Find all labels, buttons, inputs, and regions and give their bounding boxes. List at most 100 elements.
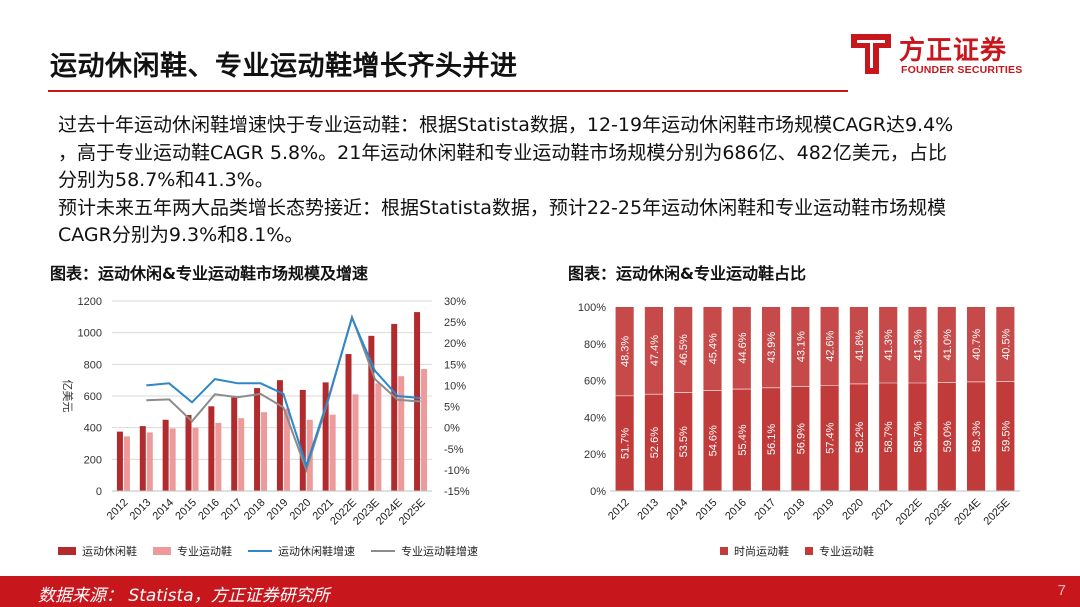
x-tick-label: 2019 (811, 497, 837, 523)
x-tick-label: 2017 (219, 497, 245, 523)
x-tick-label: 2018 (782, 497, 808, 523)
bar-fashion-share (966, 381, 986, 491)
bar-pro-share (761, 307, 781, 388)
bar-fashion-share (908, 382, 927, 491)
data-label-pro: 41.8% (854, 330, 866, 361)
y2-tick-label: 5% (444, 402, 460, 414)
data-label-pro: 46.5% (678, 334, 690, 365)
logo-english-name: FOUNDER SECURITIES (901, 64, 1023, 76)
legend-swatch (248, 550, 272, 552)
legend-label: 运动休闲鞋增速 (278, 545, 355, 558)
data-label-fashion: 56.9% (795, 423, 807, 454)
legend-item-casual-growth: 运动休闲鞋增速 (248, 543, 355, 559)
bar-pro-share (791, 307, 810, 387)
bar-pro-share (849, 307, 869, 384)
legend-swatch (371, 550, 395, 552)
bar-pro (261, 412, 268, 491)
summary-line: ，高于专业运动鞋CAGR 5.8%。21年运动休闲鞋和专业运动鞋市场规模分别为6… (58, 141, 947, 164)
x-tick-label: 2017 (752, 497, 778, 523)
x-tick-label: 2016 (196, 497, 222, 523)
bar-pro-share (820, 307, 839, 386)
summary-line: 过去十年运动休闲鞋增速快于专业运动鞋：根据Statista数据，12-19年运动… (58, 114, 954, 136)
data-label-fashion: 59.5% (1000, 420, 1012, 451)
y2-tick-label: 15% (444, 359, 466, 371)
x-tick-label: 2014 (150, 497, 176, 523)
bar-pro-share (937, 307, 956, 383)
bar-pro (329, 414, 336, 491)
y-tick-label: 1000 (78, 328, 102, 340)
legend-label: 专业运动鞋 (177, 545, 232, 558)
data-label-pro: 40.5% (1000, 328, 1012, 359)
y-tick-label: 600 (84, 391, 102, 403)
bar-pro (123, 436, 130, 491)
bar-casual (185, 415, 192, 491)
y-tick-label: 0% (590, 486, 606, 498)
bar-casual (116, 431, 123, 491)
bar-casual (139, 426, 146, 491)
bar-pro-share (732, 307, 751, 390)
legend-item-pro: 专业运动鞋 (153, 543, 232, 559)
x-tick-label: 2021 (870, 497, 896, 523)
x-tick-label: 2014 (665, 497, 691, 523)
y-tick-label: 0 (96, 486, 102, 498)
line-pro-growth (146, 313, 421, 474)
right-chart-title: 图表：运动休闲&专业运动鞋占比 (568, 264, 806, 283)
data-label-fashion: 51.7% (620, 428, 632, 459)
y-tick-label: 20% (584, 449, 606, 461)
y-tick-label: 100% (578, 302, 606, 314)
bar-fashion-share (732, 389, 751, 491)
founder-logo-icon (851, 34, 891, 74)
bar-pro-share (879, 307, 898, 383)
bar-pro (146, 432, 153, 491)
bar-pro (398, 376, 405, 491)
bar-fashion-share (820, 385, 839, 491)
legend-item-pro-share: 专业运动鞋 (805, 543, 874, 559)
y2-tick-label: -15% (444, 486, 470, 498)
title-divider (48, 90, 848, 92)
summary-line: CAGR分别为9.3%和8.1%。 (58, 224, 304, 246)
bar-casual (345, 354, 352, 491)
data-label-pro: 45.4% (708, 333, 720, 364)
x-tick-label: 2012 (606, 497, 632, 523)
bar-fashion-share (761, 387, 781, 491)
bar-casual (208, 406, 215, 491)
data-label-fashion: 59.0% (942, 421, 954, 452)
left-chart-title: 图表：运动休闲&专业运动鞋市场规模及增速 (50, 264, 368, 283)
data-label-pro: 41.3% (913, 329, 925, 360)
bar-casual (391, 323, 398, 491)
y2-tick-label: -10% (444, 465, 470, 477)
y2-tick-label: 30% (444, 296, 466, 308)
bar-pro-share (644, 307, 664, 395)
bar-casual (276, 380, 283, 491)
x-tick-label: 2015 (694, 497, 720, 523)
y-tick-label: 80% (584, 339, 606, 351)
bar-fashion-share (937, 382, 956, 491)
bar-pro-share (908, 307, 927, 383)
data-label-pro: 48.3% (620, 336, 632, 367)
bar-fashion-share (674, 392, 693, 491)
data-label-fashion: 53.5% (678, 426, 690, 457)
logo-chinese-name: 方正证券 (899, 36, 1008, 66)
y2-tick-label: 25% (444, 317, 466, 329)
x-tick-label: 2016 (723, 497, 749, 523)
x-tick-label: 2013 (635, 497, 661, 523)
bar-pro-share (966, 307, 986, 382)
bar-pro (192, 427, 199, 491)
data-label-fashion: 57.4% (825, 422, 837, 453)
legend-label: 时尚运动鞋 (734, 545, 789, 558)
data-label-pro: 44.6% (737, 332, 749, 363)
bar-fashion-share (849, 383, 869, 491)
bar-pro-share (996, 307, 1015, 382)
bar-pro (421, 369, 428, 491)
legend-swatch (720, 547, 728, 555)
founder-logo: 方正证券 FOUNDER SECURITIES (849, 28, 1029, 80)
bar-fashion-share (791, 386, 810, 491)
y-tick-label: 400 (84, 423, 102, 435)
footer-bar: 数据来源： Statista，方正证券研究所 7 (0, 576, 1080, 607)
legend-item-pro-growth: 专业运动鞋增速 (371, 543, 478, 559)
y-tick-label: 1200 (78, 296, 102, 308)
legend-swatch (58, 547, 76, 555)
x-tick-label: 2018 (242, 497, 268, 523)
data-label-fashion: 55.4% (737, 424, 749, 455)
bar-casual (231, 397, 238, 491)
